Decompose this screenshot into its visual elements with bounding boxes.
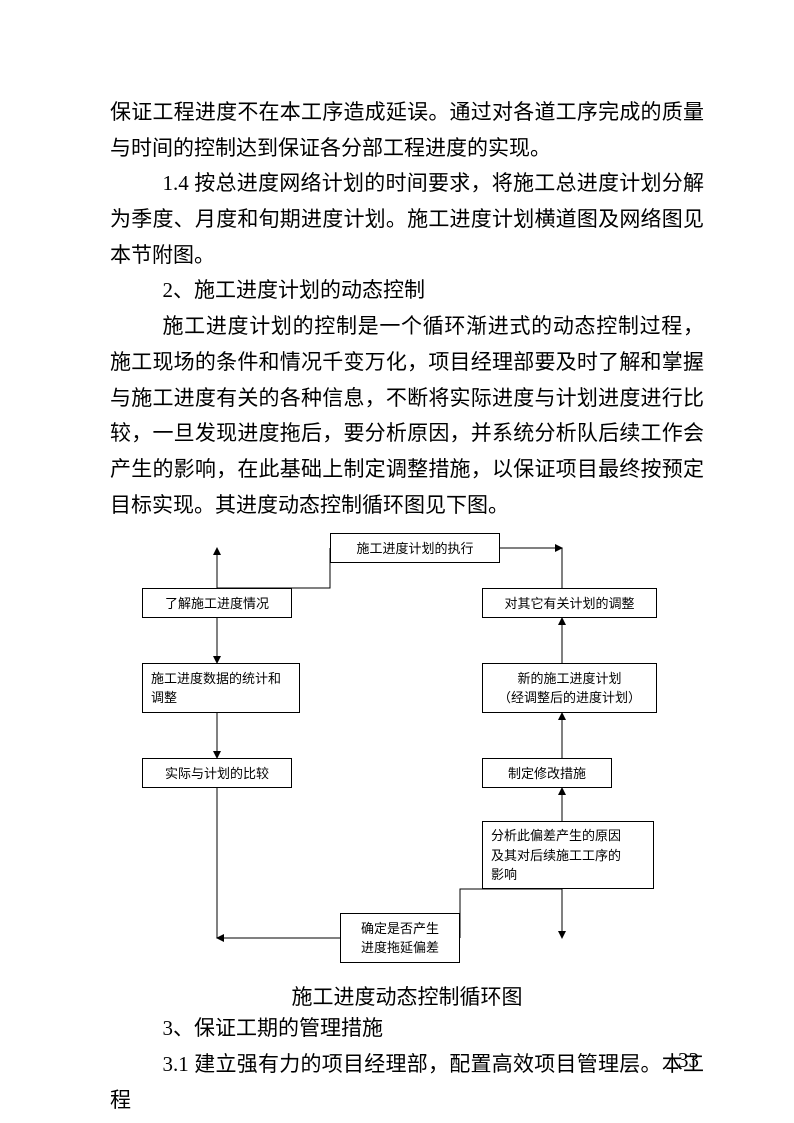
flowchart-node-n9: 确定是否产生进度拖延偏差 (340, 913, 460, 963)
paragraph-2: 1.4 按总进度网络计划的时间要求，将施工总进度计划分解为季度、月度和旬期进度计… (110, 166, 704, 273)
flowchart-caption: 施工进度动态控制循环图 (110, 981, 704, 1011)
paragraph-4: 施工进度计划的控制是一个循环渐进式的动态控制过程，施工现场的条件和情况千变万化，… (110, 309, 704, 523)
paragraph-5: 3、保证工期的管理措施 (110, 1011, 704, 1047)
page-number: 33 (678, 1048, 699, 1073)
flowchart-node-n2: 了解施工进度情况 (142, 588, 292, 618)
flowchart-node-n7: 制定修改措施 (482, 758, 612, 788)
paragraph-1: 保证工程进度不在本工序造成延误。通过对各道工序完成的质量与时间的控制达到保证各分… (110, 95, 704, 166)
flowchart-node-n8: 分析此偏差产生的原因及其对后续施工工序的影响 (482, 821, 654, 889)
flowchart-node-n1: 施工进度计划的执行 (330, 533, 500, 563)
flowchart-node-n5: 新的施工进度计划（经调整后的进度计划） (482, 663, 657, 713)
flowchart-container: 施工进度计划的执行了解施工进度情况 对其它有关计划的调整施工进度数据的统计和调整 新… (142, 533, 672, 973)
flowchart-node-n4: 施工进度数据的统计和调整 (142, 663, 300, 713)
paragraph-3: 2、施工进度计划的动态控制 (110, 273, 704, 309)
paragraph-6: 3.1 建立强有力的项目经理部，配置高效项目管理层。本工程 (110, 1047, 704, 1118)
flowchart-node-n6: 实际与计划的比较 (142, 758, 292, 788)
flowchart-node-n3: 对其它有关计划的调整 (482, 588, 657, 618)
